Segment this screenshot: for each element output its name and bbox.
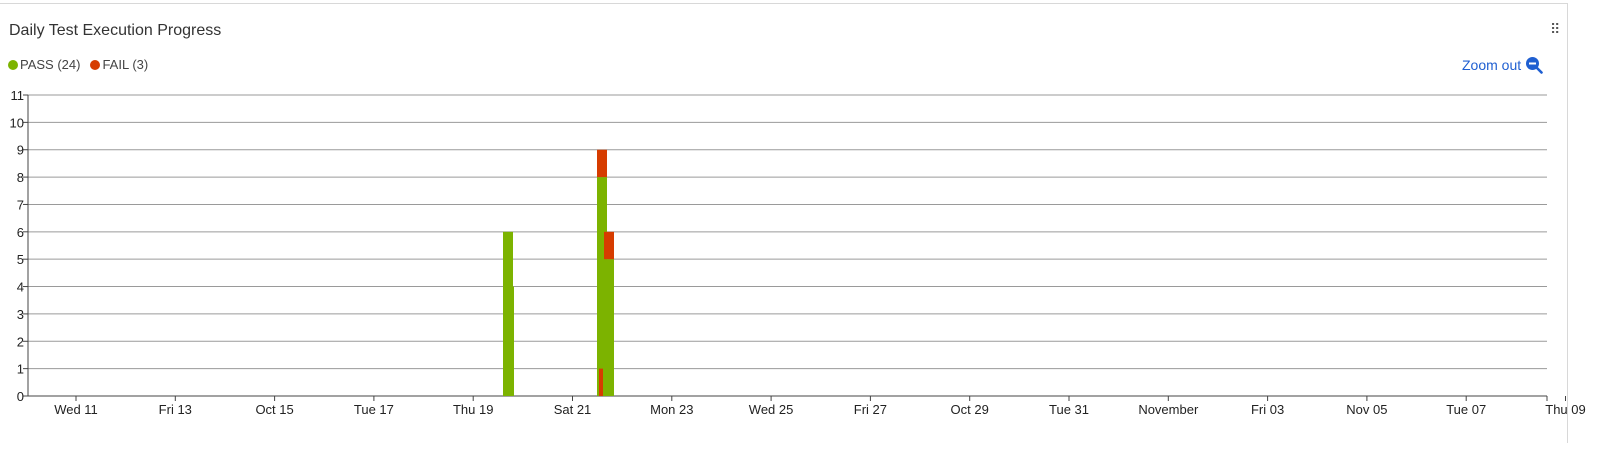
x-tick-label: Fri 03 (1251, 402, 1284, 417)
x-tick-label: Thu 09 (1545, 402, 1585, 417)
zoom-out-button[interactable]: Zoom out (1462, 56, 1543, 74)
y-tick-label: 9 (17, 143, 24, 158)
zoom-out-icon (1526, 57, 1543, 74)
x-tick-label: Wed 25 (749, 402, 794, 417)
y-tick-label: 2 (17, 334, 24, 349)
bar-pass (604, 259, 614, 396)
legend-item-fail[interactable]: FAIL (3) (90, 57, 148, 72)
y-tick-label: 4 (17, 280, 24, 295)
grip-icon[interactable]: ⠿ (1550, 21, 1560, 37)
legend-swatch-fail (90, 59, 101, 70)
y-tick-label: 0 (17, 389, 24, 404)
legend-swatch-pass (8, 59, 18, 70)
y-tick-label: 3 (17, 307, 24, 322)
x-tick-label: Tue 17 (354, 402, 394, 417)
bar-fail (599, 368, 603, 396)
x-tick-label: Nov 05 (1346, 402, 1387, 417)
bar-fail (604, 231, 614, 260)
legend-label-fail: FAIL (3) (102, 57, 149, 72)
panel-title: Daily Test Execution Progress (9, 22, 222, 39)
bar-pass (503, 231, 513, 396)
x-tick-label: Sat 21 (554, 402, 592, 417)
legend-label-pass: PASS (24) (20, 57, 81, 72)
x-tick-label: Fri 13 (159, 402, 192, 417)
y-tick-label: 11 (11, 88, 25, 103)
x-tick-label: Mon 23 (650, 402, 693, 417)
y-tick-label: 6 (17, 225, 24, 240)
x-tick-label: Wed 11 (54, 402, 98, 417)
y-tick-label: 5 (17, 252, 24, 267)
zoom-out-label: Zoom out (1462, 57, 1522, 73)
x-tick-label: Tue 31 (1049, 402, 1089, 417)
y-tick-label: 8 (17, 170, 24, 185)
bar-pass (509, 286, 514, 396)
bar-fail (597, 149, 607, 178)
y-tick-label: 7 (17, 197, 24, 212)
x-tick-label: Tue 07 (1446, 402, 1486, 417)
y-tick-label: 1 (17, 362, 24, 377)
x-tick-label: Oct 15 (255, 402, 293, 417)
x-tick-label: Oct 29 (951, 402, 989, 417)
bar-pass (597, 177, 607, 396)
chart-panel: Daily Test Execution Progress ⠿ PASS (24… (0, 3, 1568, 443)
x-tick-label: Thu 19 (453, 402, 493, 417)
legend-item-pass[interactable]: PASS (24) (8, 57, 80, 72)
x-tick-label: Fri 27 (854, 402, 887, 417)
y-tick-label: 10 (10, 115, 24, 130)
chart-legend: PASS (24) FAIL (3) (8, 57, 158, 72)
x-tick-label: November (1138, 402, 1199, 417)
